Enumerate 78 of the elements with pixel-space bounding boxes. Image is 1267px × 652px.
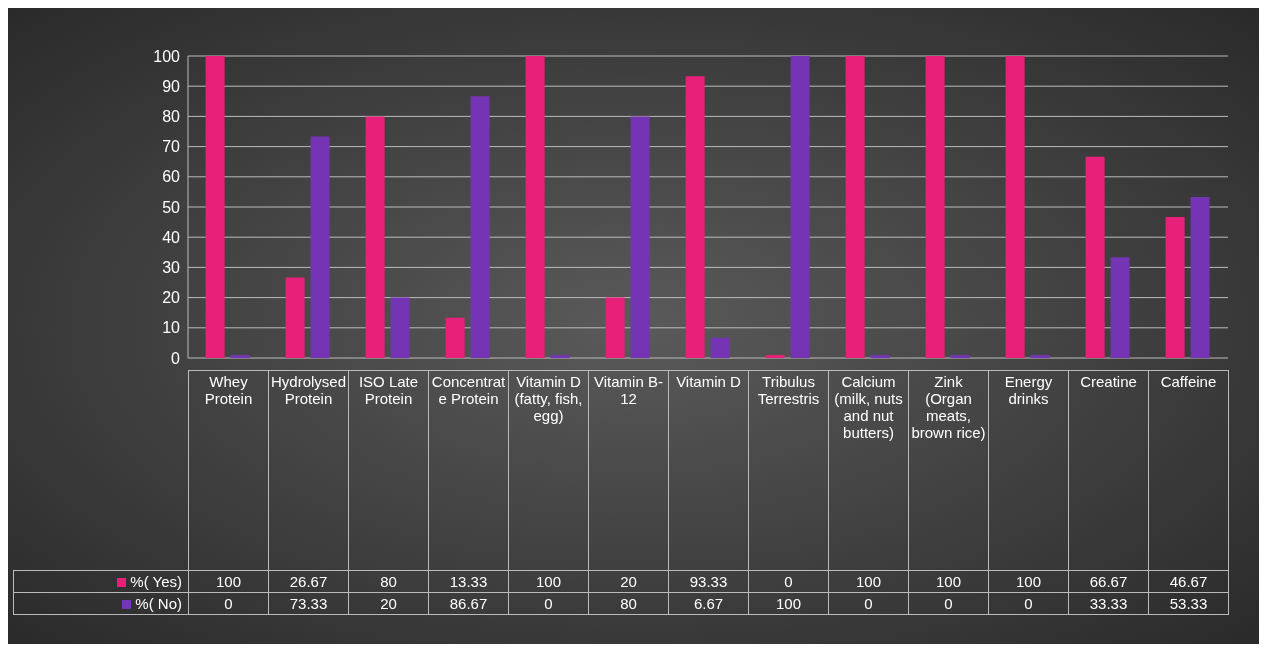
y-tick-label: 70	[162, 138, 181, 156]
data-label: 0	[828, 592, 909, 615]
x-tick-label: Vitamin D (fatty, fish, egg)	[508, 370, 589, 571]
data-label: 66.67	[1068, 570, 1149, 593]
bar	[310, 136, 330, 358]
bar	[390, 297, 410, 358]
bar	[470, 96, 490, 358]
data-label: 26.67	[268, 570, 349, 593]
bar	[630, 116, 650, 358]
bar	[1005, 56, 1025, 358]
bar	[765, 355, 785, 358]
bar	[1030, 355, 1050, 358]
bar	[790, 56, 810, 358]
y-tick-label: 100	[153, 47, 181, 65]
data-label: 100	[508, 570, 589, 593]
x-tick-label: Calcium (milk, nuts and nut butters)	[828, 370, 909, 571]
data-label: 0	[508, 592, 589, 615]
data-label: 100	[188, 570, 269, 593]
x-tick-label: Zink (Organ meats, brown rice)	[908, 370, 989, 571]
bar	[845, 56, 865, 358]
data-label: 100	[908, 570, 989, 593]
x-tick-label: Whey Protein	[188, 370, 269, 571]
bar	[1190, 196, 1210, 358]
legend-label: %( No)	[13, 592, 189, 615]
y-tick-label: 60	[162, 168, 181, 186]
x-tick-label: ISO Late Protein	[348, 370, 429, 571]
bar	[870, 355, 890, 358]
x-tick-label: Vitamin D	[668, 370, 749, 571]
data-label: 0	[908, 592, 989, 615]
data-label: 0	[988, 592, 1069, 615]
y-tick-label: 40	[162, 228, 181, 246]
data-label: 6.67	[668, 592, 749, 615]
data-label: 80	[348, 570, 429, 593]
data-label: 0	[748, 570, 829, 593]
data-label: 80	[588, 592, 669, 615]
x-tick-label: Concentrate Protein	[428, 370, 509, 571]
bar	[925, 56, 945, 358]
bar	[1110, 257, 1130, 358]
x-tick-label: Creatine	[1068, 370, 1149, 571]
bar	[205, 56, 225, 358]
y-tick-label: 50	[162, 198, 181, 216]
legend-label: %( Yes)	[13, 570, 189, 593]
x-tick-label: Vitamin B-12	[588, 370, 669, 571]
bar	[230, 355, 250, 358]
data-label: 100	[828, 570, 909, 593]
x-tick-label: Tribulus Terrestris	[748, 370, 829, 571]
y-tick-label: 0	[171, 349, 181, 367]
bar	[550, 355, 570, 358]
bar	[605, 297, 625, 358]
bar	[365, 116, 385, 358]
data-label: 53.33	[1148, 592, 1229, 615]
data-label: 46.67	[1148, 570, 1229, 593]
data-label: 100	[748, 592, 829, 615]
data-label: 86.67	[428, 592, 509, 615]
x-tick-label: Caffeine	[1148, 370, 1229, 571]
x-tick-label: Hydrolysed Protein	[268, 370, 349, 571]
bar	[710, 337, 730, 358]
data-label: 100	[988, 570, 1069, 593]
data-label: 13.33	[428, 570, 509, 593]
data-label: 93.33	[668, 570, 749, 593]
bar	[445, 317, 465, 358]
bar	[685, 76, 705, 358]
bar	[285, 277, 305, 358]
data-label: 33.33	[1068, 592, 1149, 615]
bar	[1165, 217, 1185, 358]
data-label: 73.33	[268, 592, 349, 615]
y-tick-label: 20	[162, 289, 181, 307]
bar	[950, 355, 970, 358]
y-tick-label: 10	[162, 319, 181, 337]
bar	[1085, 156, 1105, 358]
data-label: 0	[188, 592, 269, 615]
y-tick-label: 30	[162, 259, 181, 277]
bar	[525, 56, 545, 358]
data-label: 20	[348, 592, 429, 615]
y-tick-label: 80	[162, 108, 181, 126]
y-tick-label: 90	[162, 77, 181, 95]
x-tick-label: Energy drinks	[988, 370, 1069, 571]
data-label: 20	[588, 570, 669, 593]
